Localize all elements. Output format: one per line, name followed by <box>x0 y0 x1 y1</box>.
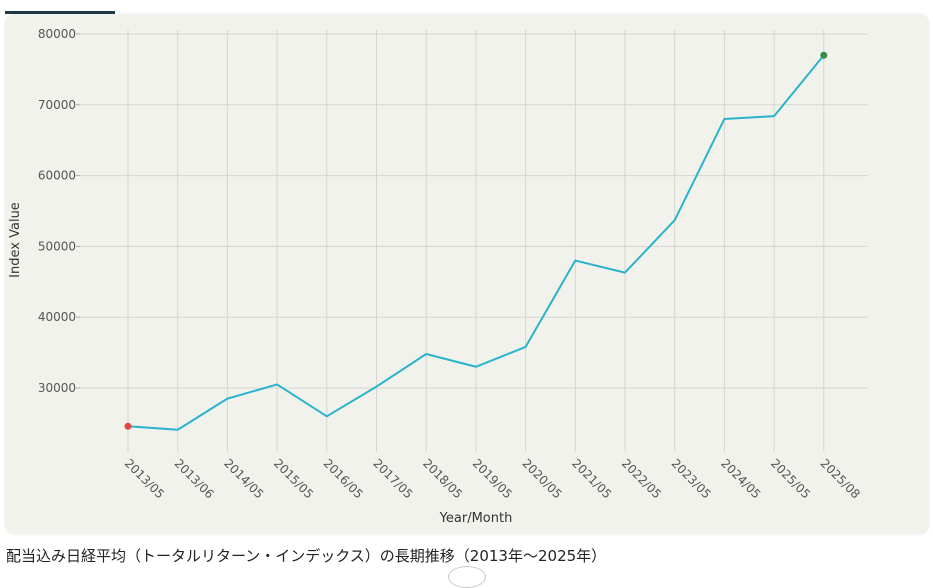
x-tick-label: 2020/05 <box>519 456 564 501</box>
x-tick-label: 2016/05 <box>321 456 366 501</box>
x-tick-label: 2018/05 <box>420 456 465 501</box>
y-axis-ticks: 30000 40000 50000 60000 70000 80000 <box>38 27 76 395</box>
start-point <box>124 422 132 430</box>
x-tick-label: 2013/05 <box>122 456 167 501</box>
x-tick-label: 2022/05 <box>619 456 664 501</box>
x-tick-label: 2014/05 <box>221 456 266 501</box>
x-tick-label: 2021/05 <box>569 456 614 501</box>
y-tick-label: 30000 <box>38 381 76 395</box>
y-tick-label: 50000 <box>38 239 76 253</box>
scroll-down-button[interactable] <box>448 566 486 588</box>
chart-card <box>5 14 929 534</box>
x-tick-label: 2017/05 <box>370 456 415 501</box>
x-tick-label: 2013/06 <box>172 456 217 501</box>
y-tick-label: 40000 <box>38 310 76 324</box>
x-tick-label: 2023/05 <box>669 456 714 501</box>
y-tick-label: 60000 <box>38 169 76 183</box>
x-axis-label: Year/Month <box>439 511 513 526</box>
y-axis-label: Index Value <box>8 202 23 278</box>
grid <box>76 30 868 452</box>
chart-caption: 配当込み日経平均（トータルリターン・インデックス）の長期推移（2013年～202… <box>6 547 607 565</box>
y-tick-label: 80000 <box>38 27 76 41</box>
x-tick-label: 2024/05 <box>718 456 763 501</box>
x-tick-label: 2025/05 <box>768 456 813 501</box>
x-axis-ticks: 2013/05 2013/06 2014/05 2015/05 2016/05 2017/… <box>122 456 863 501</box>
y-tick-label: 70000 <box>38 98 76 112</box>
x-tick-label: 2025/08 <box>818 456 863 501</box>
x-tick-label: 2019/05 <box>470 456 515 501</box>
x-tick-label: 2015/05 <box>271 456 316 501</box>
end-point <box>820 51 828 59</box>
series <box>124 51 828 431</box>
active-tab-indicator <box>5 11 115 14</box>
series-line <box>127 54 825 431</box>
